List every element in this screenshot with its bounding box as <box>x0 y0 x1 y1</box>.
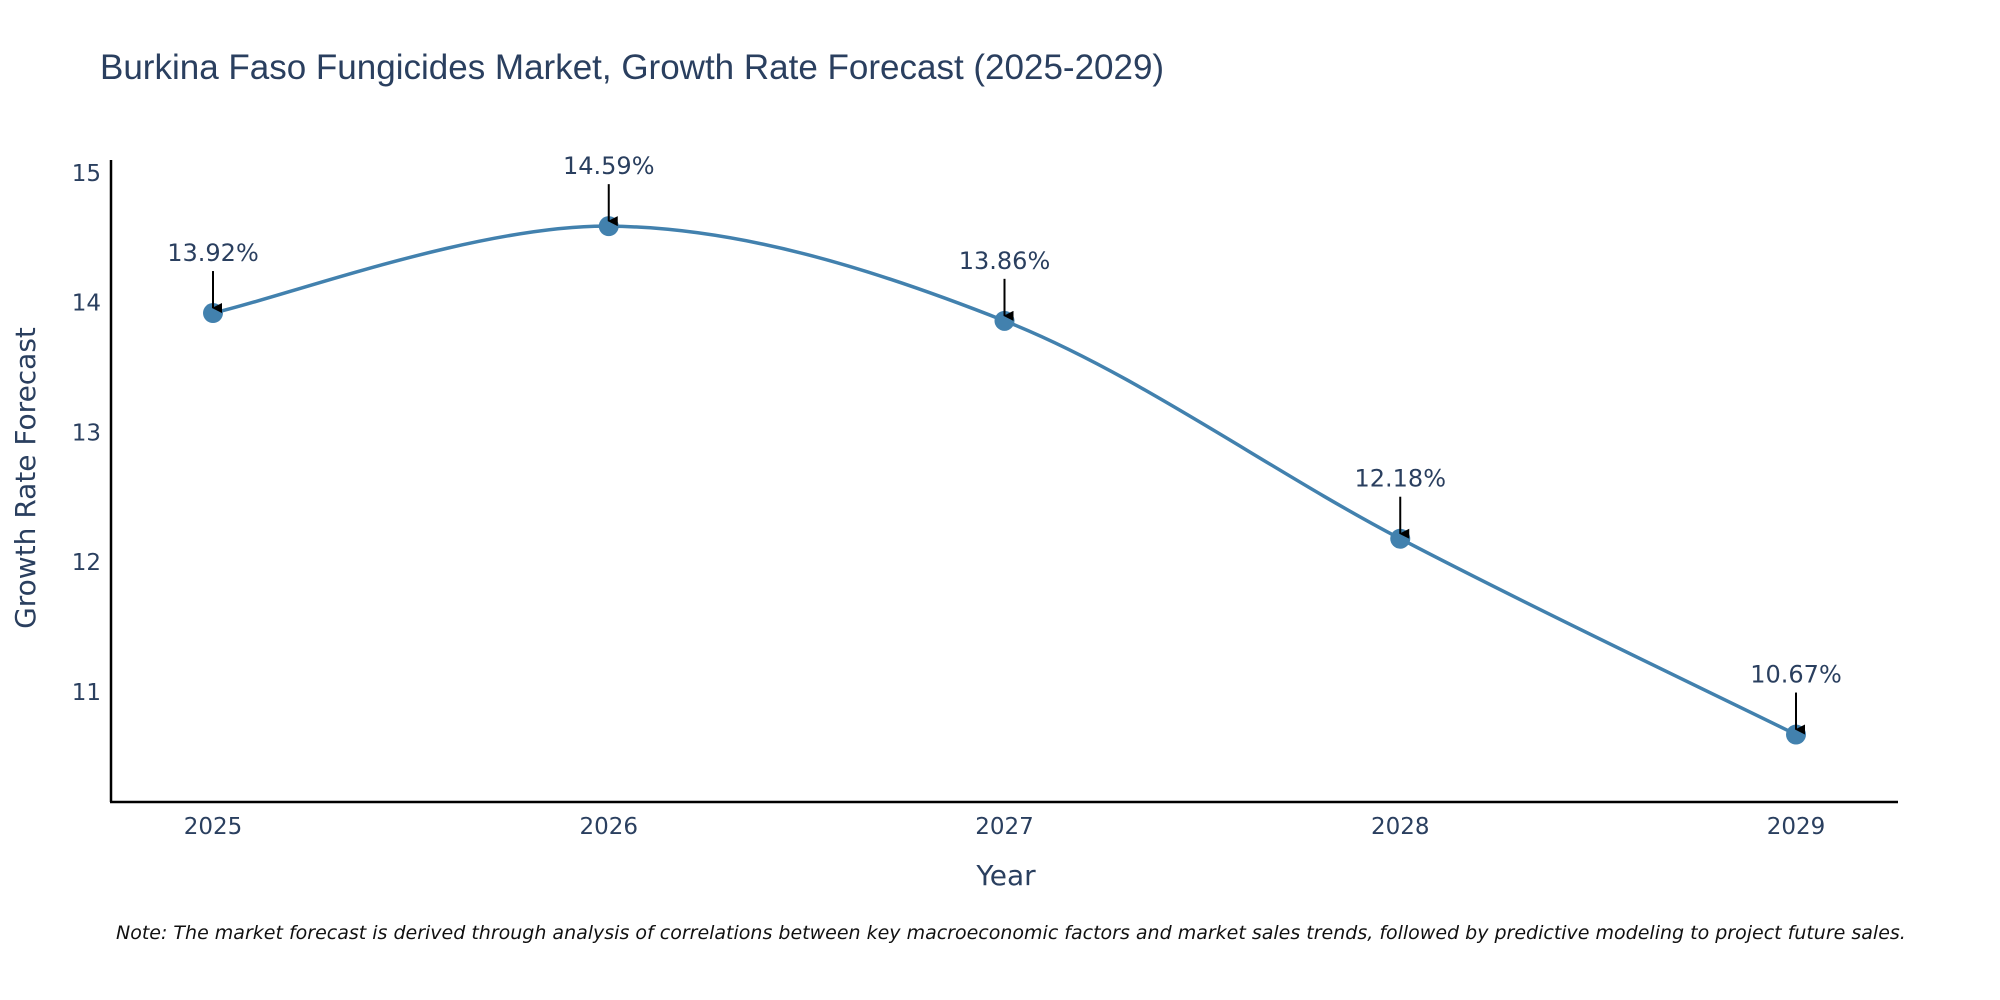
y-tick-label: 11 <box>72 680 101 706</box>
annotations-group: 13.92% 14.59% 13.86% 12.18% 10.67% <box>167 152 1842 735</box>
axes <box>109 160 1898 804</box>
y-tick-label: 15 <box>72 161 101 187</box>
x-tick-labels: 2025 2026 2027 2028 2029 <box>184 814 1826 840</box>
x-axis-title: Year <box>975 859 1036 892</box>
data-label-2025: 13.92% <box>167 239 259 267</box>
y-axis-title: Growth Rate Forecast <box>9 327 42 629</box>
x-tick-label: 2027 <box>975 814 1034 840</box>
data-label-2026: 14.59% <box>563 152 655 180</box>
data-label-2027: 13.86% <box>959 247 1051 275</box>
data-label-2029: 10.67% <box>1750 661 1842 689</box>
y-tick-labels: 11 12 13 14 15 <box>72 161 101 706</box>
x-tick-label: 2029 <box>1767 814 1826 840</box>
chart-title: Burkina Faso Fungicides Market, Growth R… <box>100 48 1164 87</box>
y-tick-label: 13 <box>72 420 101 446</box>
x-tick-label: 2028 <box>1371 814 1430 840</box>
y-tick-label: 14 <box>72 291 101 317</box>
data-label-2028: 12.18% <box>1354 465 1446 493</box>
forecast-note: Note: The market forecast is derived thr… <box>116 922 1906 944</box>
y-tick-label: 12 <box>72 550 101 576</box>
x-tick-label: 2026 <box>579 814 638 840</box>
x-tick-label: 2025 <box>184 814 243 840</box>
